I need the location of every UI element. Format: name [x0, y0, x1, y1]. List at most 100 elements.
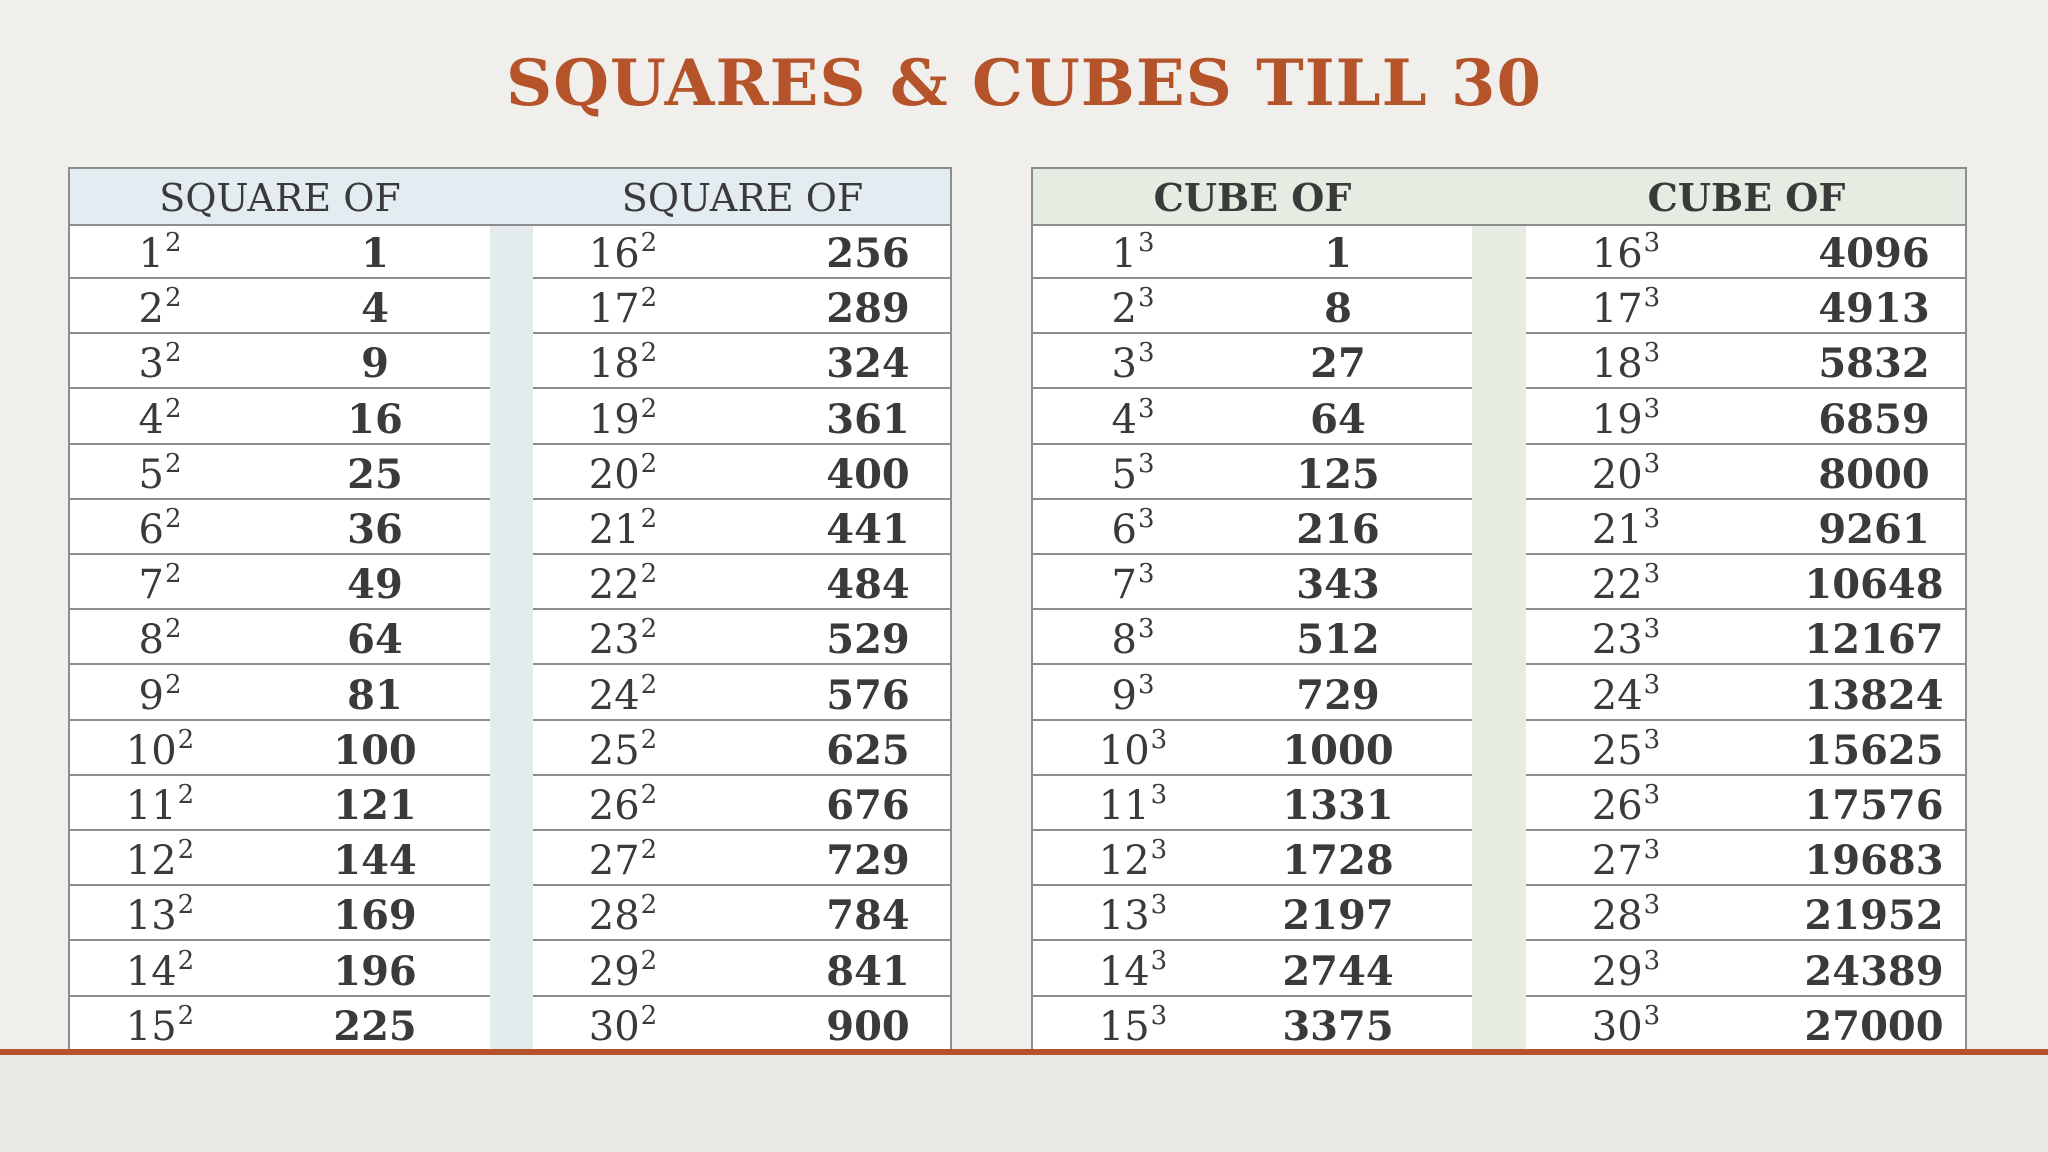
table-row-segment: 92 81: [70, 666, 490, 721]
power-expression: 172: [533, 279, 713, 332]
power-exponent: 3: [1137, 669, 1155, 700]
power-exponent: 3: [1643, 614, 1661, 645]
power-expression: 63: [1043, 500, 1223, 553]
power-expression: 102: [70, 721, 250, 774]
power-value: 1728: [1282, 837, 1394, 885]
power-exponent: 2: [640, 504, 658, 534]
table-row-segment: 72 49: [70, 555, 490, 611]
power-base: 14: [125, 948, 177, 995]
power-value: 343: [1296, 561, 1380, 609]
power-exponent: 2: [164, 283, 182, 314]
power-expression: 33: [1043, 334, 1223, 387]
power-exponent: 2: [177, 724, 195, 755]
power-expression: 222: [533, 555, 713, 608]
power-value: 5832: [1818, 340, 1930, 388]
power-base: 24: [588, 672, 640, 719]
page-title: SQUARES & CUBES TILL 30: [505, 46, 1543, 121]
power-expression: 273: [1536, 831, 1716, 884]
power-base: 1: [138, 231, 164, 277]
table-row-segment: 263 17576: [1526, 776, 1967, 831]
cubes-table: CUBE OF CUBE OF 13 1 163 4096 23 8 173 4913 33 27…: [1031, 167, 1967, 1051]
power-exponent: 3: [1150, 724, 1168, 755]
power-exponent: 2: [640, 724, 658, 755]
power-exponent: 2: [640, 283, 658, 314]
power-value: 1: [361, 230, 389, 277]
power-base: 28: [588, 893, 640, 940]
table-row-segment: 113 1331: [1033, 776, 1472, 831]
table-row-segment: 172 289: [533, 279, 952, 335]
cubes-header-right: CUBE OF: [1647, 175, 1846, 220]
power-base: 17: [588, 286, 640, 333]
power-value: 125: [1296, 450, 1380, 498]
footer-band: [0, 1049, 2048, 1152]
power-value: 2744: [1282, 947, 1394, 995]
power-value: 19683: [1804, 837, 1944, 885]
power-value: 1000: [1282, 726, 1394, 774]
power-base: 21: [1591, 507, 1643, 553]
power-base: 5: [1111, 451, 1137, 498]
power-base: 10: [125, 727, 177, 774]
power-value: 169: [333, 892, 417, 940]
power-value: 676: [826, 782, 910, 829]
power-value: 289: [826, 285, 910, 333]
power-value: 121: [333, 782, 417, 829]
power-exponent: 2: [164, 669, 182, 700]
table-row-segment: 232 529: [533, 610, 952, 666]
power-exponent: 3: [1643, 338, 1661, 369]
power-value: 144: [333, 837, 417, 885]
power-expression: 192: [533, 390, 713, 443]
power-exponent: 2: [164, 393, 182, 424]
power-exponent: 3: [1643, 283, 1661, 314]
power-base: 19: [1591, 396, 1643, 443]
table-row-segment: 183 5832: [1526, 334, 1967, 390]
power-expression: 163: [1536, 224, 1716, 277]
power-exponent: 3: [1643, 228, 1661, 258]
power-base: 16: [588, 231, 640, 277]
power-base: 4: [138, 396, 164, 443]
table-row-segment: 273 19683: [1526, 831, 1967, 887]
squares-table-header: SQUARE OF SQUARE OF: [70, 169, 950, 226]
table-row-segment: 43 64: [1033, 390, 1472, 445]
table-row-segment: 213 9261: [1526, 500, 1967, 555]
power-value: 484: [826, 561, 910, 609]
table-row-segment: 303 27000: [1526, 997, 1967, 1052]
power-value: 324: [826, 340, 910, 388]
power-value: 625: [826, 726, 910, 774]
table-row-segment: 293 24389: [1526, 942, 1967, 997]
power-base: 20: [1591, 451, 1643, 498]
table-row-segment: 203 8000: [1526, 445, 1967, 500]
power-base: 26: [588, 783, 640, 829]
power-expression: 42: [70, 390, 250, 443]
power-expression: 303: [1536, 997, 1716, 1050]
power-value: 10648: [1804, 561, 1944, 609]
power-value: 225: [333, 1002, 417, 1050]
power-base: 6: [138, 507, 164, 553]
power-base: 3: [138, 341, 164, 388]
power-expression: 143: [1043, 942, 1223, 995]
power-value: 24389: [1804, 947, 1944, 995]
power-base: 7: [138, 562, 164, 609]
power-expression: 153: [1043, 997, 1223, 1050]
power-expression: 243: [1536, 666, 1716, 719]
power-expression: 262: [533, 776, 713, 829]
power-exponent: 2: [164, 559, 182, 590]
power-value: 8000: [1818, 450, 1930, 498]
table-row-segment: 282 784: [533, 886, 952, 942]
power-expression: 152: [70, 997, 250, 1050]
power-exponent: 2: [640, 614, 658, 645]
power-exponent: 2: [640, 835, 658, 866]
power-value: 27: [1310, 340, 1366, 388]
power-base: 5: [138, 451, 164, 498]
power-expression: 272: [533, 831, 713, 884]
power-expression: 62: [70, 500, 250, 553]
power-value: 1331: [1282, 782, 1394, 829]
power-expression: 162: [533, 224, 713, 277]
power-exponent: 2: [640, 559, 658, 590]
table-row-segment: 52 25: [70, 445, 490, 500]
power-value: 3375: [1282, 1002, 1394, 1050]
power-exponent: 2: [177, 890, 195, 921]
power-exponent: 3: [1643, 559, 1661, 590]
power-expression: 203: [1536, 445, 1716, 498]
power-value: 4096: [1818, 230, 1930, 277]
power-value: 17576: [1804, 782, 1944, 829]
